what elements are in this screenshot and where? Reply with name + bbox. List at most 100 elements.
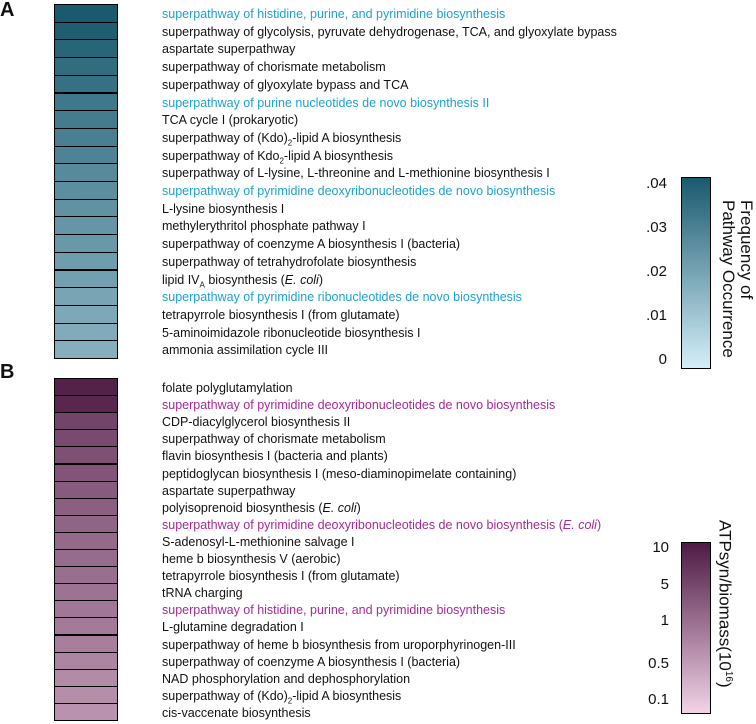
label-part: superpathway of (Kdo) [162,688,288,703]
pathway-label: L-glutamine degradation I [162,619,304,636]
heatmap-cell [54,74,118,94]
pathway-label: peptidoglycan biosynthesis I (meso-diami… [162,466,516,483]
label-part: superpathway of pyrimidine deoxyribonucl… [162,517,563,532]
pathway-label: superpathway of coenzyme A biosynthesis … [162,654,460,671]
pathway-label: aspartate superpathway [162,41,295,58]
pathway-label: superpathway of chorismate metabolism [162,59,386,76]
pathway-label: heme b biosynthesis V (aerobic) [162,551,341,568]
colorbar-tick-label: 1 [660,612,669,629]
label-part: cis-vaccenate biosynthesis [162,705,311,720]
colorbar-tick-label: 5 [660,576,669,593]
colorbar [681,177,711,369]
pathway-label: superpathway of histidine, purine, and p… [162,602,505,619]
pathway-label: superpathway of (Kdo)2-lipid A biosynthe… [162,130,401,147]
heatmap-cell [54,269,118,289]
heatmap-cell [54,549,118,568]
heatmap-cell [54,21,118,41]
pathway-label: aspartate superpathway [162,483,295,500]
heatmap-cell [54,617,118,636]
colorbar-tick-label: 0 [658,351,667,368]
label-part: 16 [723,670,734,682]
colorbar-tick-label: .02 [646,263,667,280]
label-part: superpathway of pyrimidine deoxyribonucl… [162,398,556,413]
pathway-label: superpathway of pyrimidine deoxyribonucl… [162,397,555,414]
heatmap-cell [54,429,118,448]
pathway-label: tetrapyrrole biosynthesis I (from glutam… [162,568,400,585]
colorbar-tick-label: .03 [646,219,667,236]
label-part: superpathway of coenzyme A biosynthesis … [162,237,461,252]
label-part: L-glutamine degradation I [162,620,304,635]
label-part: 5-aminoimidazole ribonucleotide biosynth… [162,325,421,340]
label-part: ) [318,272,323,287]
heatmap-cell [54,668,118,687]
pathway-label: polyisoprenoid biosynthesis (E. coli) [162,500,361,517]
pathway-label: superpathway of tetrahydrofolate biosynt… [162,254,416,271]
label-part: superpathway of Kdo [162,148,280,163]
pathway-label: superpathway of Kdo2-lipid A biosynthesi… [162,148,393,165]
heatmap-cell [54,702,118,721]
pathway-label: lipid IVA biosynthesis (E. coli) [162,272,323,289]
label-part: CDP-diacylglycerol biosynthesis II [162,415,351,430]
panel-letter: B [0,361,15,383]
pathway-label: superpathway of glycolysis, pyruvate deh… [162,24,617,41]
pathway-label: CDP-diacylglycerol biosynthesis II [162,414,350,431]
label-part: ATPsyn/biomass(10 [715,520,735,671]
heatmap-cell [54,181,118,200]
label-part: polyisoprenoid biosynthesis ( [162,500,323,515]
label-part: ) [715,681,735,688]
label-part: superpathway of (Kdo) [162,130,288,145]
label-part: superpathway of coenzyme A biosynthesis … [162,654,461,669]
label-part: A [199,280,205,289]
heatmap-cell [54,378,118,397]
colorbar [681,542,711,714]
label-part: -lipid A biosynthesis [283,148,393,163]
pathway-label: tRNA charging [162,585,243,602]
heatmap-cell [54,685,118,704]
label-part: superpathway of glyoxylate bypass and TC… [162,77,409,92]
heatmap-cell [54,287,118,306]
label-part: L-lysine biosynthesis I [162,201,285,216]
label-part: folate polyglutamylation [162,381,293,395]
pathway-label: methylerythritol phosphate pathway I [162,218,366,235]
heatmap-cell [54,234,118,253]
label-part: TCA cycle I (prokaryotic) [162,113,299,128]
heatmap-cell [54,304,118,324]
label-part: superpathway of L-lysine, L-threonine an… [162,166,550,181]
label-part: 2 [279,156,284,166]
label-part: superpathway of purine nucleotides de no… [162,95,490,110]
pathway-label: superpathway of pyrimidine deoxyribonucl… [162,183,555,200]
label-part: 2 [287,696,293,706]
heatmap-cell [54,497,118,516]
colorbar-title-line: ATPsyn/biomass(1016) [715,520,738,688]
pathway-label: tetrapyrrole biosynthesis I (from glutam… [162,307,400,324]
label-part: S-adenosyl-L-methionine salvage I [162,534,355,549]
pathway-label: superpathway of histidine, purine, and p… [162,6,505,23]
heatmap-cell [54,634,118,653]
label-part: superpathway of pyrimidine ribonucleotid… [162,290,522,305]
label-part: tetrapyrrole biosynthesis I (from glutam… [162,569,400,584]
label-part: heme b biosynthesis V (aerobic) [162,552,341,566]
label-part: flavin biosynthesis I (bacteria and plan… [162,449,388,464]
heatmap-cell [54,651,118,670]
heatmap-cell [54,322,118,342]
label-part: superpathway of pyrimidine deoxyribonucl… [162,184,556,198]
heatmap-cell [54,216,118,236]
colorbar-title-line: Pathway Occurrence [719,200,738,358]
colorbar-tick-label: .01 [646,307,667,324]
pathway-label: L-lysine biosynthesis I [162,201,284,218]
heatmap-cell [54,127,118,147]
label-part: superpathway of chorismate metabolism [162,60,386,75]
pathway-label: folate polyglutamylation [162,380,293,397]
label-part: superpathway of heme b biosynthesis from… [162,637,516,652]
heatmap-cell [54,4,118,23]
label-part: superpathway of tetrahydrofolate biosynt… [162,254,417,269]
pathway-label: S-adenosyl-L-methionine salvage I [162,534,354,551]
label-part: ) [356,500,361,515]
label-part: E. coli [322,500,357,515]
pathway-label: superpathway of glyoxylate bypass and TC… [162,77,408,94]
heatmap-cell [54,531,118,550]
heatmap-cell [54,566,118,585]
heatmap-cell [54,145,118,165]
pathway-label: 5-aminoimidazole ribonucleotide biosynth… [162,325,420,342]
pathway-label: superpathway of L-lysine, L-threonine an… [162,165,550,182]
